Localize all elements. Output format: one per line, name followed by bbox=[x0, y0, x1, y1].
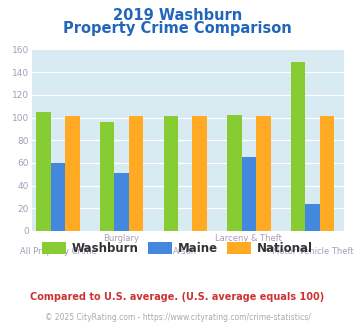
Legend: Washburn, Maine, National: Washburn, Maine, National bbox=[38, 237, 317, 260]
Text: All Property Crime: All Property Crime bbox=[20, 247, 96, 256]
Text: Property Crime Comparison: Property Crime Comparison bbox=[63, 21, 292, 36]
Text: Compared to U.S. average. (U.S. average equals 100): Compared to U.S. average. (U.S. average … bbox=[31, 292, 324, 302]
Text: 2019 Washburn: 2019 Washburn bbox=[113, 8, 242, 23]
Bar bbox=[227, 115, 242, 231]
Bar bbox=[320, 116, 334, 231]
Bar bbox=[164, 116, 178, 231]
Bar bbox=[129, 116, 143, 231]
Bar bbox=[65, 116, 80, 231]
Text: © 2025 CityRating.com - https://www.cityrating.com/crime-statistics/: © 2025 CityRating.com - https://www.city… bbox=[45, 314, 310, 322]
Bar bbox=[100, 122, 114, 231]
Bar bbox=[192, 116, 207, 231]
Text: Arson: Arson bbox=[173, 247, 197, 256]
Bar bbox=[242, 157, 256, 231]
Bar bbox=[256, 116, 271, 231]
Bar bbox=[114, 173, 129, 231]
Bar bbox=[305, 204, 320, 231]
Bar bbox=[291, 62, 305, 231]
Bar bbox=[51, 163, 65, 231]
Text: Motor Vehicle Theft: Motor Vehicle Theft bbox=[272, 247, 353, 256]
Bar bbox=[36, 112, 51, 231]
